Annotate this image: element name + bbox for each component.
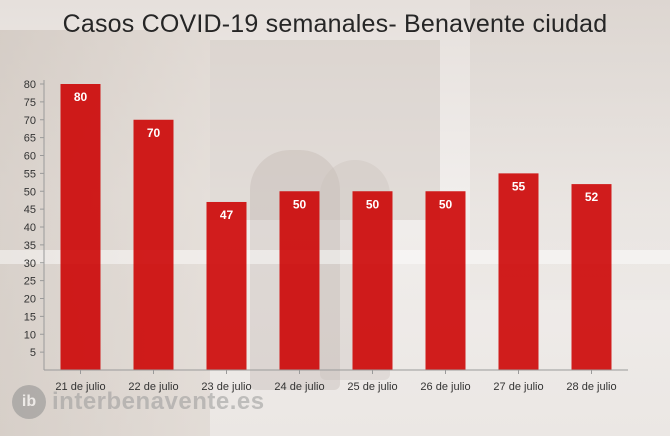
bar-value-label: 55 [512, 179, 526, 193]
bar [498, 173, 539, 370]
bar [279, 191, 320, 370]
y-tick-label: 35 [24, 240, 36, 252]
x-axis: 21 de julio 22 de julio 23 de julio 24 de j… [44, 369, 628, 393]
bar [60, 84, 101, 370]
bar [352, 191, 393, 370]
bar [571, 184, 612, 370]
y-tick-label: 80 [24, 79, 36, 91]
bar-value-label: 80 [74, 90, 88, 104]
y-tick-label: 15 [24, 311, 36, 323]
watermark-logo: ib interbenavente.es [12, 382, 265, 422]
y-tick-label: 30 [24, 258, 36, 270]
x-tick-label: 23 de julio [201, 381, 251, 393]
bar-value-label: 47 [220, 208, 234, 222]
y-tick-label: 25 [24, 276, 36, 288]
bar-value-label: 52 [585, 190, 599, 204]
y-tick-label: 40 [24, 222, 36, 234]
logo-badge: ib [12, 385, 46, 419]
chart-title: Casos COVID-19 semanales- Benavente ciud… [62, 10, 608, 38]
bar [133, 119, 174, 370]
y-tick-label: 75 [24, 97, 36, 109]
y-tick-label: 65 [24, 133, 36, 145]
bar [206, 201, 247, 370]
bar-value-label: 50 [439, 197, 453, 211]
y-axis: 5 10 15 20 25 30 35 40 45 50 55 60 65 70 75 80 [24, 79, 45, 370]
y-tick-label: 50 [24, 186, 36, 198]
x-tick-label: 28 de julio [566, 381, 616, 393]
x-tick-label: 25 de julio [347, 381, 397, 393]
bar-value-label: 70 [147, 126, 161, 140]
y-tick-label: 20 [24, 294, 36, 306]
x-tick-label: 21 de julio [55, 381, 105, 393]
x-tick-label: 24 de julio [274, 381, 324, 393]
y-tick-label: 70 [24, 115, 36, 127]
bars: 80 70 47 50 50 50 55 52 [60, 84, 612, 370]
logo-text: interbenavente.es [52, 388, 265, 415]
bar-value-label: 50 [293, 197, 307, 211]
y-tick-label: 60 [24, 151, 36, 163]
y-tick-label: 5 [30, 347, 36, 359]
bar-value-label: 50 [366, 197, 380, 211]
bar [425, 191, 466, 370]
y-tick-label: 10 [24, 329, 36, 341]
y-tick-label: 55 [24, 168, 36, 180]
y-tick-label: 45 [24, 204, 36, 216]
x-tick-label: 22 de julio [128, 381, 178, 393]
x-tick-label: 27 de julio [493, 381, 543, 393]
x-tick-label: 26 de julio [420, 381, 470, 393]
